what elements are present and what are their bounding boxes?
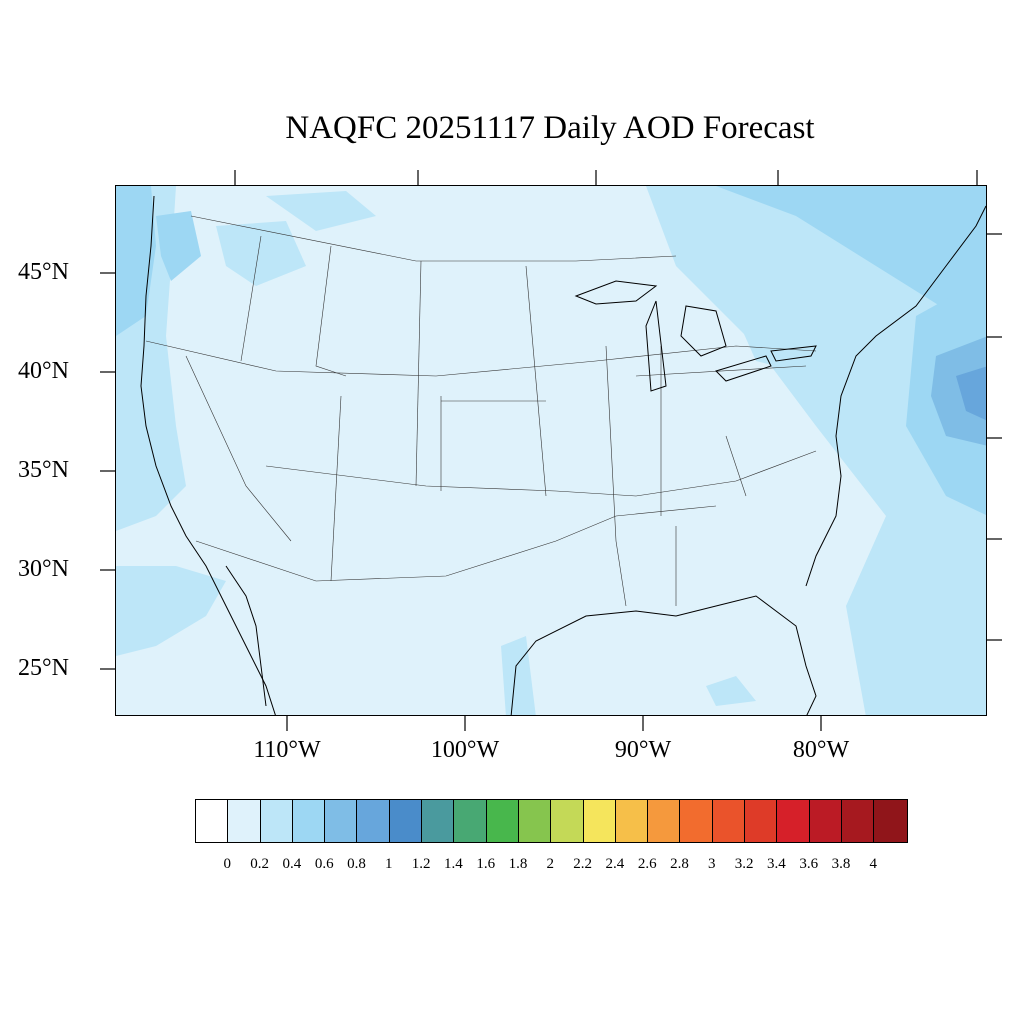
colorbar-swatch-7 [422, 800, 455, 842]
colorbar-swatch-3 [292, 800, 326, 842]
aod-map [115, 185, 987, 716]
colorbar-swatch-11 [551, 800, 584, 842]
colorbar-swatch-10 [518, 800, 552, 842]
lon-label-110w: 110°W [253, 737, 321, 763]
colorbar-swatch-20 [841, 800, 875, 842]
aod-colorbar [195, 799, 908, 843]
colorbar-swatch-2 [260, 800, 293, 842]
colorbar-tick-label: 0.6 [314, 856, 334, 872]
colorbar-tick-label: 2.8 [670, 856, 689, 872]
lat-label-35: 35°N [18, 457, 69, 483]
lat-label-30: 30°N [18, 556, 69, 582]
colorbar-swatch-15 [680, 800, 713, 842]
colorbar-swatch-13 [615, 800, 649, 842]
lat-label-25: 25°N [18, 655, 69, 681]
colorbar-tick-label: 0.2 [250, 856, 269, 872]
colorbar-tick-label: 1 [385, 856, 393, 872]
colorbar-tick-label: 1.8 [508, 856, 528, 872]
colorbar-tick-label: 4 [869, 856, 878, 872]
lon-label-90w: 90°W [614, 737, 672, 763]
colorbar-swatch-14 [648, 800, 681, 842]
colorbar-swatch-19 [809, 800, 842, 842]
aod-map-svg [116, 186, 986, 715]
colorbar-tick-label: 0.8 [347, 856, 366, 872]
colorbar-tick-label: 1.4 [444, 856, 463, 872]
colorbar-swatch-9 [486, 800, 519, 842]
colorbar-tick-label: 2 [546, 856, 555, 872]
colorbar-tick-label: 0.4 [282, 856, 302, 872]
lat-label-40: 40°N [18, 358, 69, 384]
colorbar-tick-label: 3.6 [799, 856, 819, 872]
colorbar-tick-label: 2.2 [573, 856, 592, 872]
colorbar-tick-label: 3.4 [767, 856, 786, 872]
colorbar-tick-label: 1.6 [476, 856, 496, 872]
map-title: NAQFC 20251117 Daily AOD Forecast [285, 110, 815, 146]
colorbar-swatch-8 [454, 800, 487, 842]
colorbar-tick-label: 0 [223, 856, 232, 872]
colorbar-tick-label: 3 [708, 856, 716, 872]
colorbar-swatch-18 [777, 800, 810, 842]
colorbar-tick-label: 3.8 [831, 856, 851, 872]
colorbar-tick-label: 2.6 [637, 856, 657, 872]
colorbar-swatch-21 [874, 800, 907, 842]
lat-label-45: 45°N [18, 259, 69, 285]
colorbar-swatch-17 [745, 800, 778, 842]
colorbar-swatch-12 [583, 800, 616, 842]
colorbar-tick-label: 3.2 [734, 856, 754, 872]
lon-label-100w: 100°W [430, 737, 500, 763]
colorbar-swatch-16 [712, 800, 746, 842]
colorbar-swatch-5 [357, 800, 390, 842]
colorbar-tick-label: 1.2 [411, 856, 431, 872]
colorbar-swatch-6 [389, 800, 423, 842]
colorbar-swatch-1 [228, 800, 261, 842]
colorbar-swatch-4 [325, 800, 358, 842]
colorbar-tick-label: 2.4 [605, 856, 625, 872]
colorbar-swatch-0 [196, 800, 229, 842]
lon-label-80w: 80°W [792, 737, 850, 763]
